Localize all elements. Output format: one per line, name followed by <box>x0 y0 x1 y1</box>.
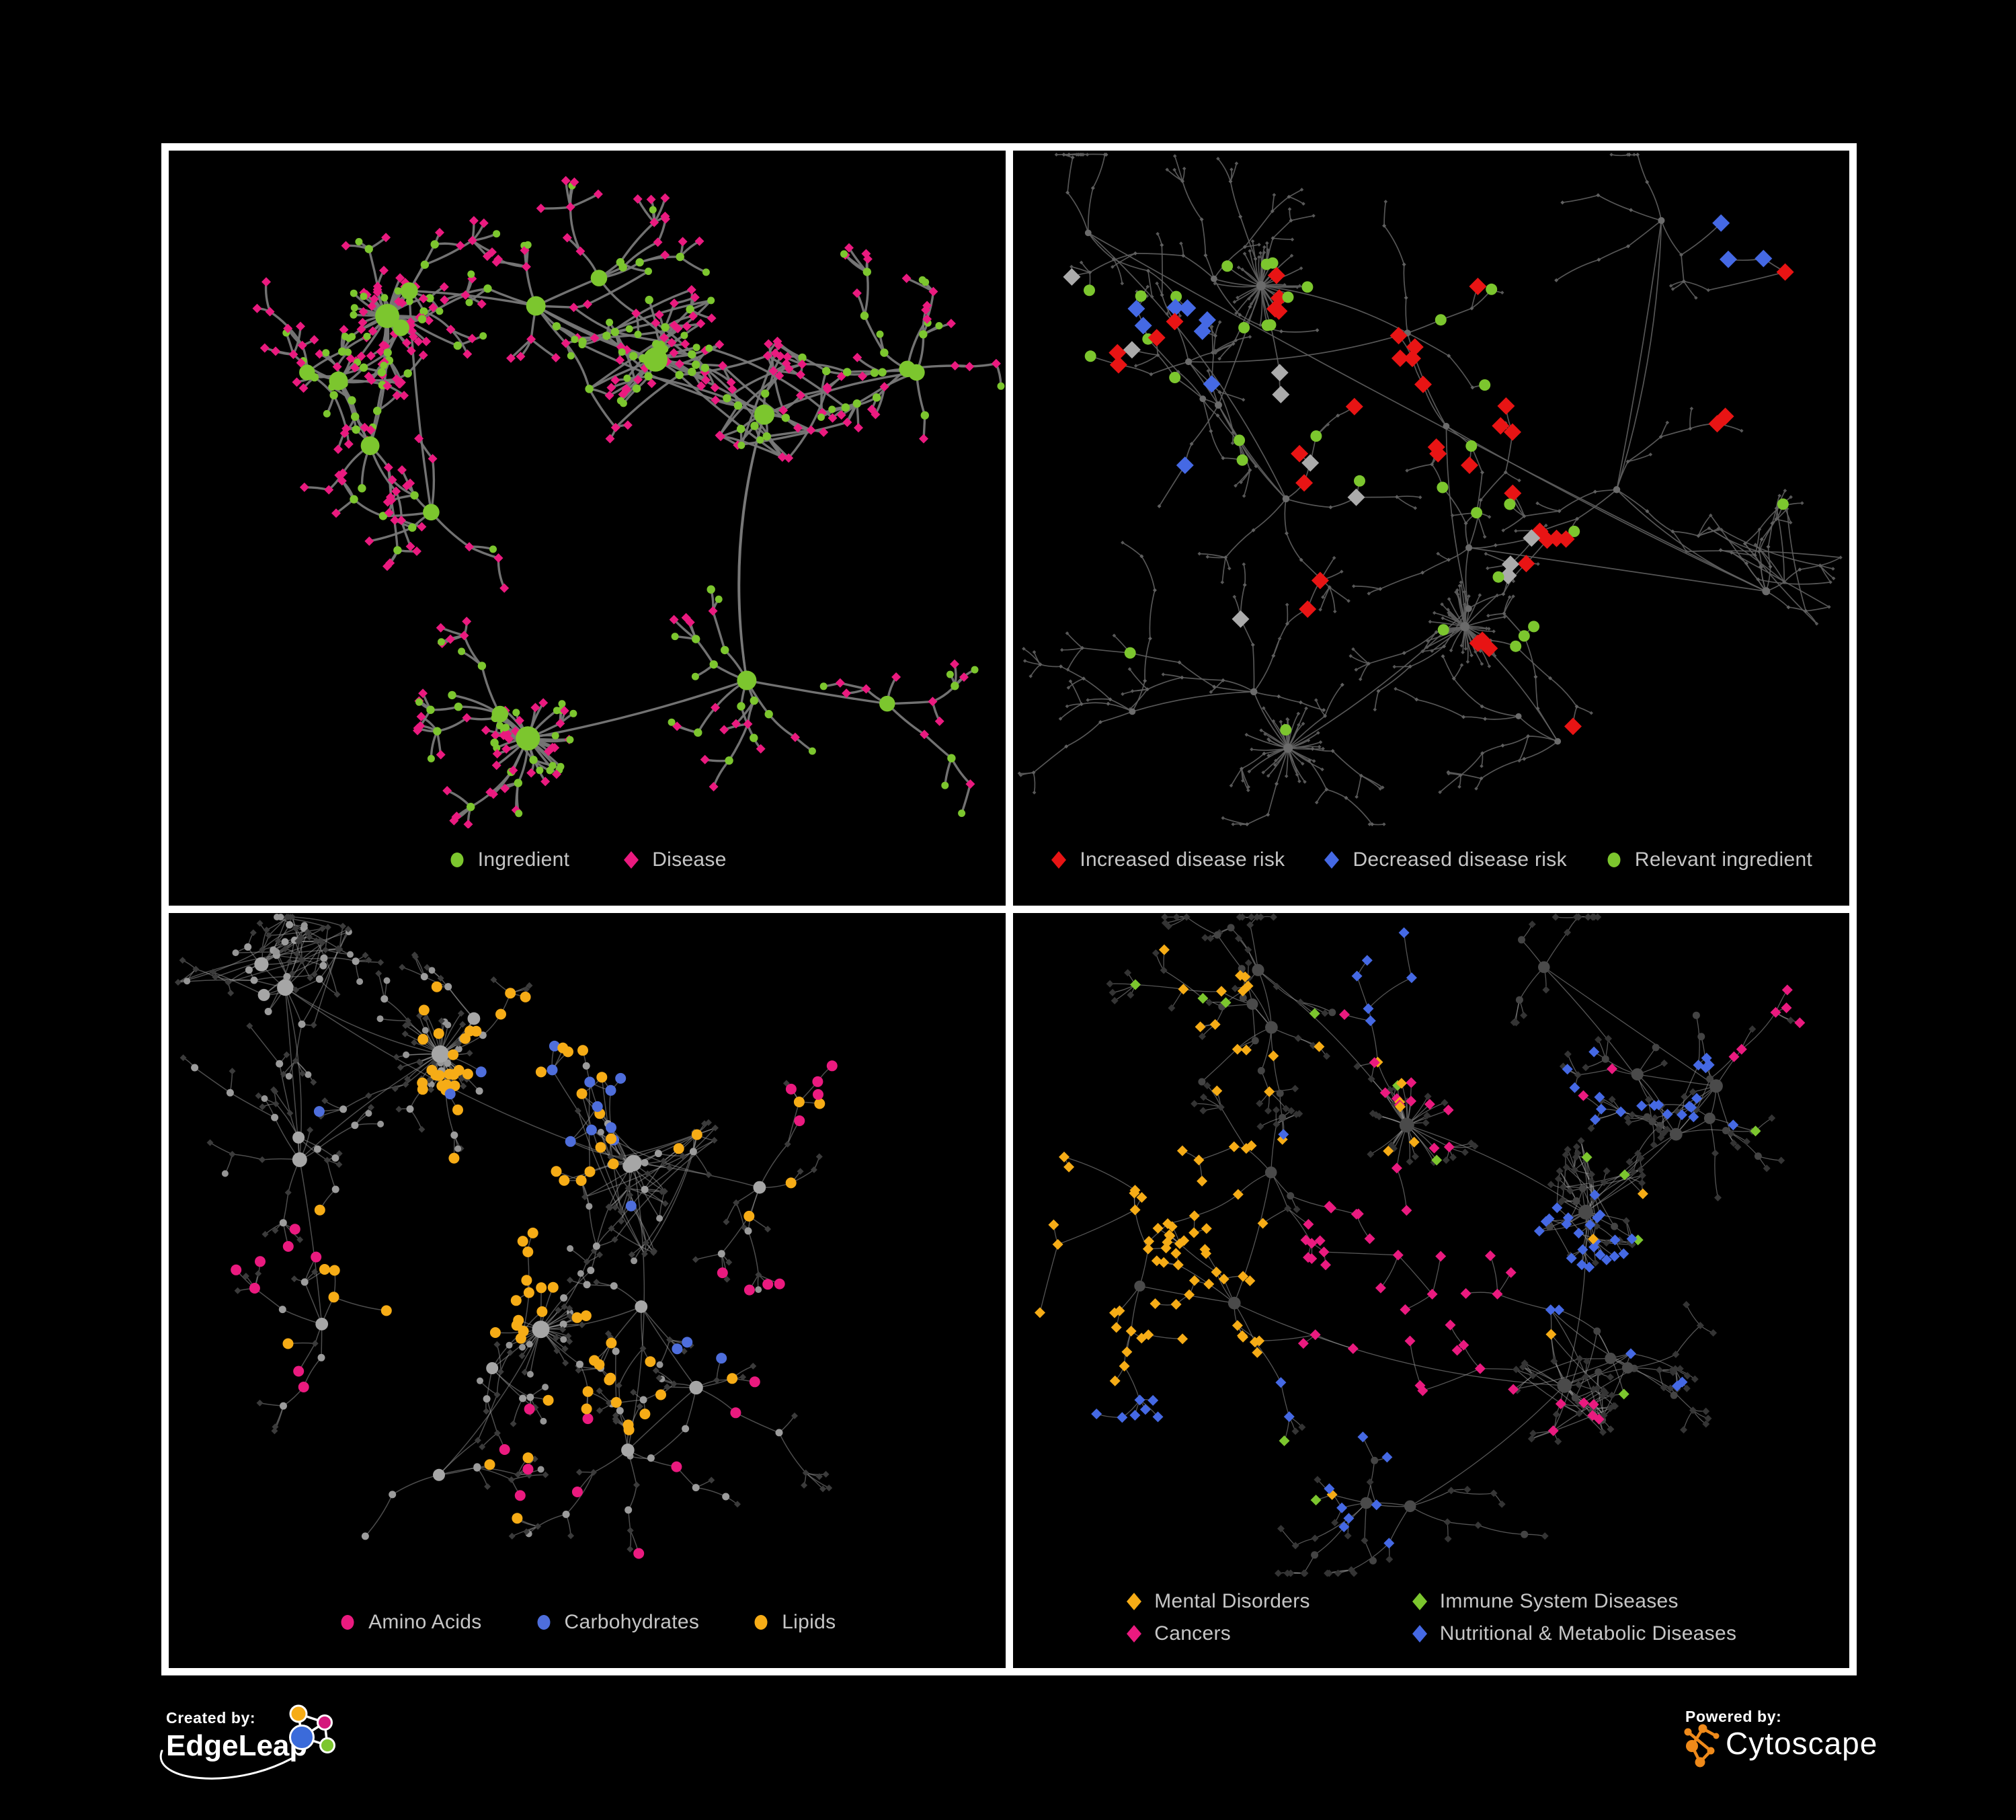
edgeleap-wordmark: EdgeLeap <box>166 1729 308 1762</box>
legend-item-mental-disorders: Mental Disorders <box>1125 1590 1310 1613</box>
edgeleap-swoosh <box>159 1749 292 1780</box>
disease-risk-network-graph <box>1017 153 1843 826</box>
legend-label: Immune System Diseases <box>1439 1589 1679 1612</box>
created-by-block: Created by: EdgeLeap <box>159 1704 368 1810</box>
legend-item-immune-system-diseases: Immune System Diseases <box>1411 1590 1736 1613</box>
panel-disease-class-network: Mental Disorders Immune System Diseases … <box>1012 913 1850 1668</box>
powered-by-label: Powered by: <box>1685 1708 1782 1725</box>
legend-label: Nutritional & Metabolic Diseases <box>1439 1622 1737 1645</box>
legend-item-increased-risk: Increased disease risk <box>1049 848 1285 871</box>
legend-label: Cancers <box>1154 1622 1232 1645</box>
legend-item-lipids: Lipids <box>752 1611 836 1634</box>
amino-acids-circle-icon <box>341 1614 354 1630</box>
edgeleap-logo-icon <box>289 1704 335 1753</box>
relevant-ingredient-circle-icon <box>1607 852 1621 867</box>
cytoscape-wordmark: Cytoscape <box>1726 1726 1878 1761</box>
disease-diamond-icon <box>624 850 639 869</box>
legend-item-amino-acids: Amino Acids <box>338 1611 481 1634</box>
legend-label: Mental Disorders <box>1154 1589 1310 1612</box>
lipids-circle-icon <box>754 1614 768 1630</box>
powered-by-block: Powered by: Cytoscape <box>1684 1708 1887 1788</box>
legend-label: Carbohydrates <box>564 1610 700 1633</box>
mental-disorders-diamond-icon <box>1127 1592 1142 1610</box>
immune-system-diseases-diamond-icon <box>1412 1592 1427 1610</box>
nutritional-metabolic-diseases-diamond-icon <box>1412 1624 1427 1643</box>
legend-label: Lipids <box>782 1610 836 1633</box>
legend-label: Amino Acids <box>368 1610 482 1633</box>
nutrient-class-network-graph <box>174 914 838 1559</box>
legend-item-decreased-risk: Decreased disease risk <box>1322 848 1567 871</box>
panel-nutrient-class-network: Amino Acids Carbohydrates Lipids <box>169 913 1006 1668</box>
legend-label: Disease <box>652 848 727 871</box>
ingredient-disease-network-graph <box>252 175 1005 828</box>
panel-grid: Ingredient Disease Increased disease ris… <box>161 143 1857 1675</box>
legend-item-cancers: Cancers <box>1125 1622 1310 1645</box>
legend-label: Increased disease risk <box>1080 848 1285 871</box>
legend-label: Decreased disease risk <box>1353 848 1567 871</box>
legend-item-carbohydrates: Carbohydrates <box>534 1611 700 1634</box>
nutrient-class-legend: Amino Acids Carbohydrates Lipids <box>169 1591 1006 1668</box>
panel-disease-risk-network: Increased disease risk Decreased disease… <box>1012 151 1850 906</box>
ingredient-disease-legend: Ingredient Disease <box>169 828 1006 906</box>
legend-item-nutritional-metabolic-diseases: Nutritional & Metabolic Diseases <box>1411 1622 1736 1645</box>
increased-risk-diamond-icon <box>1051 850 1067 869</box>
decreased-risk-diamond-icon <box>1324 850 1340 869</box>
panel-ingredient-disease-network: Ingredient Disease <box>169 151 1006 906</box>
disease-class-legend: Mental Disorders Immune System Diseases … <box>1013 1577 1850 1668</box>
ingredient-circle-icon <box>450 852 464 867</box>
disease-class-network-graph <box>1034 913 1805 1577</box>
legend-item-relevant-ingredient: Relevant ingredient <box>1605 848 1812 871</box>
legend-label: Ingredient <box>477 848 570 871</box>
legend-item-ingredient: Ingredient <box>448 848 569 871</box>
disease-risk-legend: Increased disease risk Decreased disease… <box>1013 828 1850 906</box>
cytoscape-logo-icon <box>1684 1724 1720 1768</box>
carbohydrates-circle-icon <box>537 1614 550 1630</box>
legend-item-disease: Disease <box>622 848 726 871</box>
cancers-diamond-icon <box>1127 1624 1142 1643</box>
legend-label: Relevant ingredient <box>1634 848 1813 871</box>
created-by-label: Created by: <box>166 1709 256 1727</box>
